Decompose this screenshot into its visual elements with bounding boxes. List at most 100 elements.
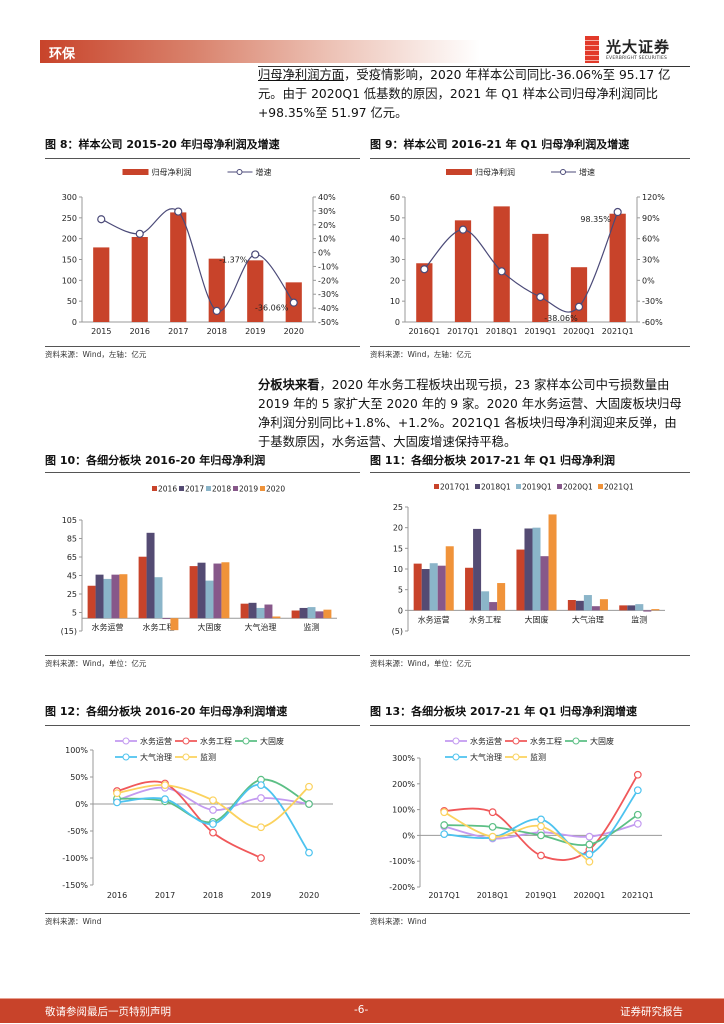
source-divider <box>45 913 360 914</box>
bar <box>103 578 112 619</box>
data-point <box>440 808 449 817</box>
bar <box>213 563 222 619</box>
series-line <box>444 789 639 856</box>
bar <box>299 607 308 619</box>
data-point <box>488 808 497 817</box>
figure-source: 资料来源：Wind，单位：亿元 <box>370 659 472 668</box>
legend-label: 2020Q1 <box>563 483 593 492</box>
data-point <box>536 292 545 302</box>
legend-marker <box>122 737 130 745</box>
figure-source: 资料来源：Wind <box>370 917 427 926</box>
y-tick-label: -50% <box>67 827 88 836</box>
bar <box>240 603 249 619</box>
y-tick-label: 150 <box>62 256 77 265</box>
bar <box>315 611 324 619</box>
bar <box>583 595 592 611</box>
data-point <box>209 796 217 805</box>
data-point <box>537 828 545 837</box>
y-tick-label: 200 <box>62 235 77 244</box>
bar <box>197 562 206 619</box>
data-point <box>633 786 642 795</box>
data-label: -1.37% <box>219 255 248 264</box>
series-line <box>101 208 295 312</box>
x-tick-label: 2021Q1 <box>602 327 634 336</box>
legend-swatch <box>557 484 562 489</box>
bar <box>489 602 498 611</box>
legend-swatch <box>122 169 149 175</box>
x-tick-label: 2020Q1 <box>574 891 606 900</box>
legend-label: 大气治理 <box>140 752 172 762</box>
data-point <box>305 800 313 808</box>
paragraph-text: ，受疫情影响，2020 年样本公司同比-36.06%至 95.17 亿元。由于 … <box>258 68 671 120</box>
legend-label: 2017Q1 <box>440 483 470 492</box>
footer-report-type: 证券研究报告 <box>620 1006 683 1018</box>
y-tick-label: 30 <box>390 256 400 265</box>
legend-marker <box>182 753 190 761</box>
legend-marker <box>236 169 243 175</box>
title-divider <box>45 158 360 159</box>
data-point <box>135 229 144 238</box>
data-point <box>113 796 121 805</box>
figure-title: 图 9：样本公司 2016-21 年 Q1 归母净利润及增速 <box>370 138 630 151</box>
right-y-tick-label: -30% <box>642 297 663 306</box>
data-point <box>257 794 265 802</box>
x-tick-label: 2017Q1 <box>428 891 460 900</box>
data-point <box>161 781 169 789</box>
title-divider <box>45 472 360 473</box>
y-tick-label: 100% <box>392 806 415 815</box>
data-point <box>574 302 584 311</box>
y-tick-label: 100% <box>65 746 88 755</box>
figure-source: 资料来源：Wind，单位：亿元 <box>45 659 147 668</box>
paragraph-lead: 分板块来看 <box>258 378 320 392</box>
x-tick-label: 水务运营 <box>92 622 124 632</box>
figure-title: 图 10：各细分板块 2016-20 年归母净利润 <box>45 454 266 467</box>
right-y-tick-label: 0% <box>642 276 655 285</box>
data-point <box>488 822 497 831</box>
y-tick-label: 5 <box>398 586 403 595</box>
title-divider <box>370 725 690 726</box>
data-point <box>209 817 217 826</box>
series-line <box>443 811 590 863</box>
bar <box>307 607 316 619</box>
legend-marker <box>452 753 460 761</box>
bar <box>532 233 549 322</box>
legend-swatch <box>516 484 521 489</box>
data-point <box>113 789 121 798</box>
bar <box>540 556 549 611</box>
data-label: -36.06% <box>255 304 289 313</box>
legend-marker <box>512 737 520 745</box>
right-y-tick-label: 40% <box>318 193 336 202</box>
legend-label: 2018 <box>212 485 231 494</box>
page-footer: 敬请参阅最后一页特别声明 -6- 证券研究报告 <box>0 998 724 1023</box>
y-tick-label: 105 <box>62 516 77 525</box>
data-point <box>488 833 497 842</box>
data-point <box>113 787 121 795</box>
x-tick-label: 水务工程 <box>469 614 501 624</box>
x-tick-label: 监测 <box>304 622 320 632</box>
bar <box>473 528 482 611</box>
y-tick-label: 250 <box>62 214 77 223</box>
x-tick-label: 2017 <box>168 327 188 336</box>
bar <box>291 610 300 619</box>
x-tick-label: 2018Q1 <box>477 891 509 900</box>
bar <box>437 565 446 611</box>
right-y-tick-label: 30% <box>642 256 660 265</box>
company-logo: 光大证券 EVERBRIGHT SECURITIES <box>585 36 695 66</box>
figure-source: 资料来源：Wind，左轴：亿元 <box>45 350 147 359</box>
legend-label: 大气治理 <box>470 752 502 762</box>
data-point <box>488 834 497 843</box>
bar <box>548 514 557 611</box>
page-number: -6- <box>354 1004 369 1016</box>
x-tick-label: 大气治理 <box>572 614 604 624</box>
series-line <box>116 778 310 824</box>
data-point <box>113 794 121 803</box>
legend-marker <box>512 753 520 761</box>
data-point <box>257 823 265 832</box>
y-tick-label: 15 <box>393 544 403 553</box>
logo-mark-icon <box>585 36 599 63</box>
x-tick-label: 2019 <box>245 327 265 336</box>
x-tick-label: 大气治理 <box>245 622 277 632</box>
data-point <box>585 832 594 841</box>
data-point <box>585 857 594 866</box>
